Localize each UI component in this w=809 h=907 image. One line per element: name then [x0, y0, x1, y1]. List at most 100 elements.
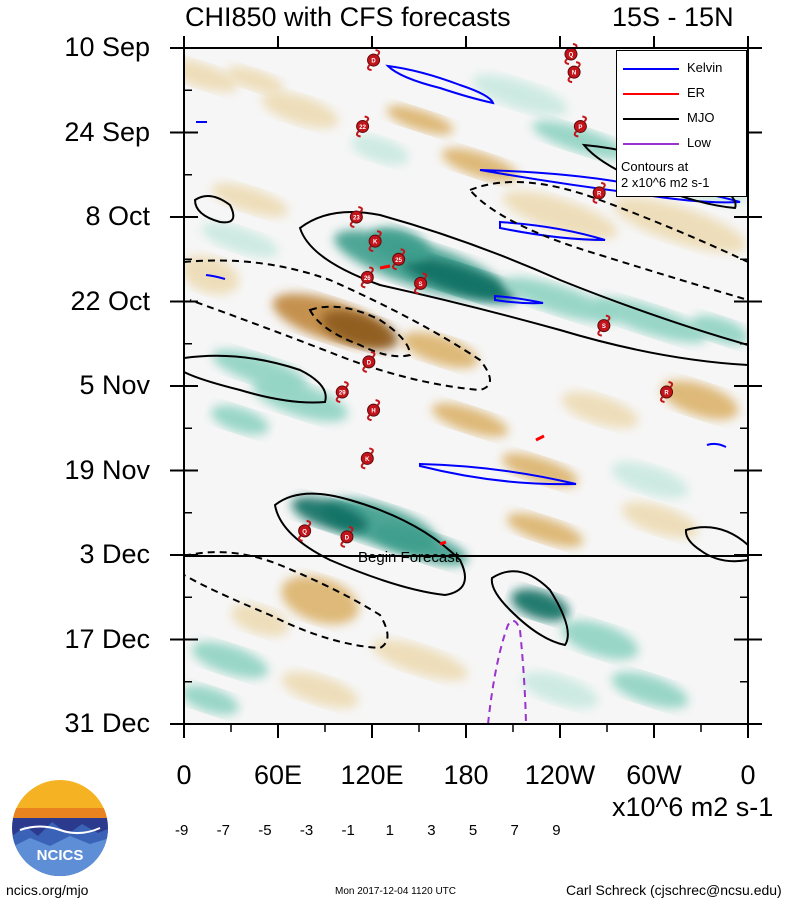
- mjo-contour: [684, 526, 748, 563]
- storm-markers: D Q N 22 P R 23 K 25 26 S S D 29 H R K Q D: [298, 43, 674, 548]
- anomaly-patch: [611, 671, 689, 709]
- er-contour: [439, 540, 447, 546]
- storm-label: 29: [339, 391, 346, 397]
- mjo-dashed-contour: [184, 551, 389, 650]
- x-tick-label: 60E: [253, 760, 303, 790]
- anomaly-patch: [211, 405, 269, 435]
- legend-swatch: [623, 93, 679, 95]
- storm-marker: S: [597, 314, 611, 337]
- colorbar-tick-label: 3: [427, 822, 436, 839]
- storm-label: N: [572, 71, 576, 77]
- y-tick-label: 31 Dec: [64, 708, 150, 738]
- anomaly-patch: [402, 257, 518, 303]
- storm-marker: H: [366, 399, 381, 422]
- mjo-contour: [298, 210, 748, 367]
- storm-marker: S: [413, 272, 428, 295]
- logo-text: NCICS: [37, 847, 84, 864]
- chart-title: CHI850 with CFS forecasts: [185, 2, 511, 32]
- kelvin-contour: [494, 294, 544, 305]
- anomaly-patch: [184, 685, 239, 715]
- storm-label: Q: [302, 529, 307, 535]
- y-tick-label: 17 Dec: [64, 623, 150, 654]
- legend-label: Low: [687, 135, 711, 150]
- anomaly-patch: [611, 461, 689, 499]
- storm-label: D: [345, 535, 350, 541]
- storm-label: Q: [569, 53, 574, 59]
- mjo-contour: [184, 354, 327, 404]
- low-contour: [487, 620, 527, 724]
- ncics-logo-icon: NCICS: [12, 780, 108, 876]
- anomaly-patch: [521, 671, 599, 709]
- colorbar-tick-label: 9: [552, 822, 561, 839]
- storm-label: 22: [359, 125, 366, 131]
- y-tick-label: 24 Sep: [64, 116, 150, 147]
- y-tick-label: 19 Nov: [64, 454, 150, 485]
- anomaly-patch: [321, 310, 399, 350]
- legend-note: Contours at 2 x10^6 m2 s-1: [621, 159, 709, 191]
- storm-label: S: [419, 282, 423, 288]
- colorbar-tick-label: 7: [510, 822, 519, 839]
- storm-marker: 26: [360, 266, 374, 289]
- storm-label: R: [664, 391, 669, 397]
- footer-url: ncics.org/mjo: [6, 882, 89, 898]
- anomaly-patch: [226, 66, 284, 94]
- contours: [184, 64, 748, 724]
- x-tick-label: 0: [740, 760, 756, 790]
- colorbar-tick-label: 1: [385, 822, 394, 839]
- colorbar-tick-label: -1: [341, 822, 355, 839]
- y-tick-label: 10 Sep: [64, 32, 150, 62]
- footer-author: Carl Schreck (cjschrec@ncsu.edu): [566, 882, 782, 898]
- anomaly-patch: [431, 403, 509, 437]
- colorbar-tick-label: -3: [299, 822, 314, 839]
- storm-marker: K: [360, 447, 374, 470]
- colorbar-tick-label: 5: [468, 822, 478, 839]
- anomaly-patch: [261, 91, 339, 129]
- x-tick-label: 0: [176, 760, 192, 790]
- anomaly-patch: [211, 183, 289, 217]
- colorbar-tick-label: -7: [216, 822, 230, 839]
- anomaly-patch: [621, 501, 699, 539]
- legend-label: MJO: [687, 110, 715, 125]
- mjo-contour: [490, 570, 569, 647]
- x-tick-label: 120W: [524, 760, 596, 790]
- er-contour: [535, 434, 545, 442]
- axis-ticks: [170, 36, 762, 738]
- legend: Kelvin ER MJO Low Contours at 2 x10^6 m2…: [616, 50, 747, 197]
- anomaly-patch: [472, 74, 568, 116]
- kelvin-contour: [499, 220, 606, 241]
- anomaly-patch: [506, 513, 584, 547]
- anomaly-patch: [231, 603, 289, 637]
- mjo-dashed-contour: [184, 259, 491, 392]
- anomaly-field: [184, 58, 748, 715]
- anomaly-patch: [281, 671, 359, 709]
- storm-marker: 25: [392, 248, 406, 271]
- storm-marker: 23: [349, 206, 363, 228]
- legend-swatch: [623, 68, 679, 70]
- mjo-contour: [193, 195, 235, 224]
- anomaly-patch: [201, 223, 279, 257]
- storm-marker: 22: [356, 115, 370, 138]
- colorbar-tick-label: -9: [174, 822, 189, 839]
- kelvin-contour: [419, 462, 577, 486]
- legend-label: Kelvin: [687, 60, 723, 75]
- kelvin-contour: [479, 169, 741, 204]
- y-axis-labels: 10 Sep 24 Sep 8 Oct 22 Oct 5 Nov 19 Nov 3 Dec 1…: [0, 0, 150, 760]
- legend-note-line1: Contours at: [621, 159, 689, 174]
- anomaly-patch: [661, 380, 739, 420]
- storm-label: H: [371, 409, 375, 415]
- x-tick-label: 180: [443, 760, 489, 790]
- mjo-dashed-contour: [308, 305, 412, 358]
- anomaly-patch: [184, 58, 239, 92]
- legend-item-kelvin: Kelvin: [617, 59, 748, 79]
- anomaly-patch: [252, 378, 348, 422]
- legend-item-er: ER: [617, 84, 748, 104]
- storm-label: D: [371, 59, 376, 65]
- anomaly-patch: [351, 135, 409, 165]
- legend-label: ER: [687, 85, 706, 100]
- colorbar-units: x10^6 m2 s-1: [612, 792, 774, 822]
- legend-item-mjo: MJO: [617, 109, 748, 129]
- forecast-label: Begin Forecast: [358, 549, 460, 566]
- y-tick-label: 5 Nov: [79, 370, 150, 400]
- x-tick-label: 120E: [340, 760, 404, 790]
- storm-label: S: [602, 324, 606, 330]
